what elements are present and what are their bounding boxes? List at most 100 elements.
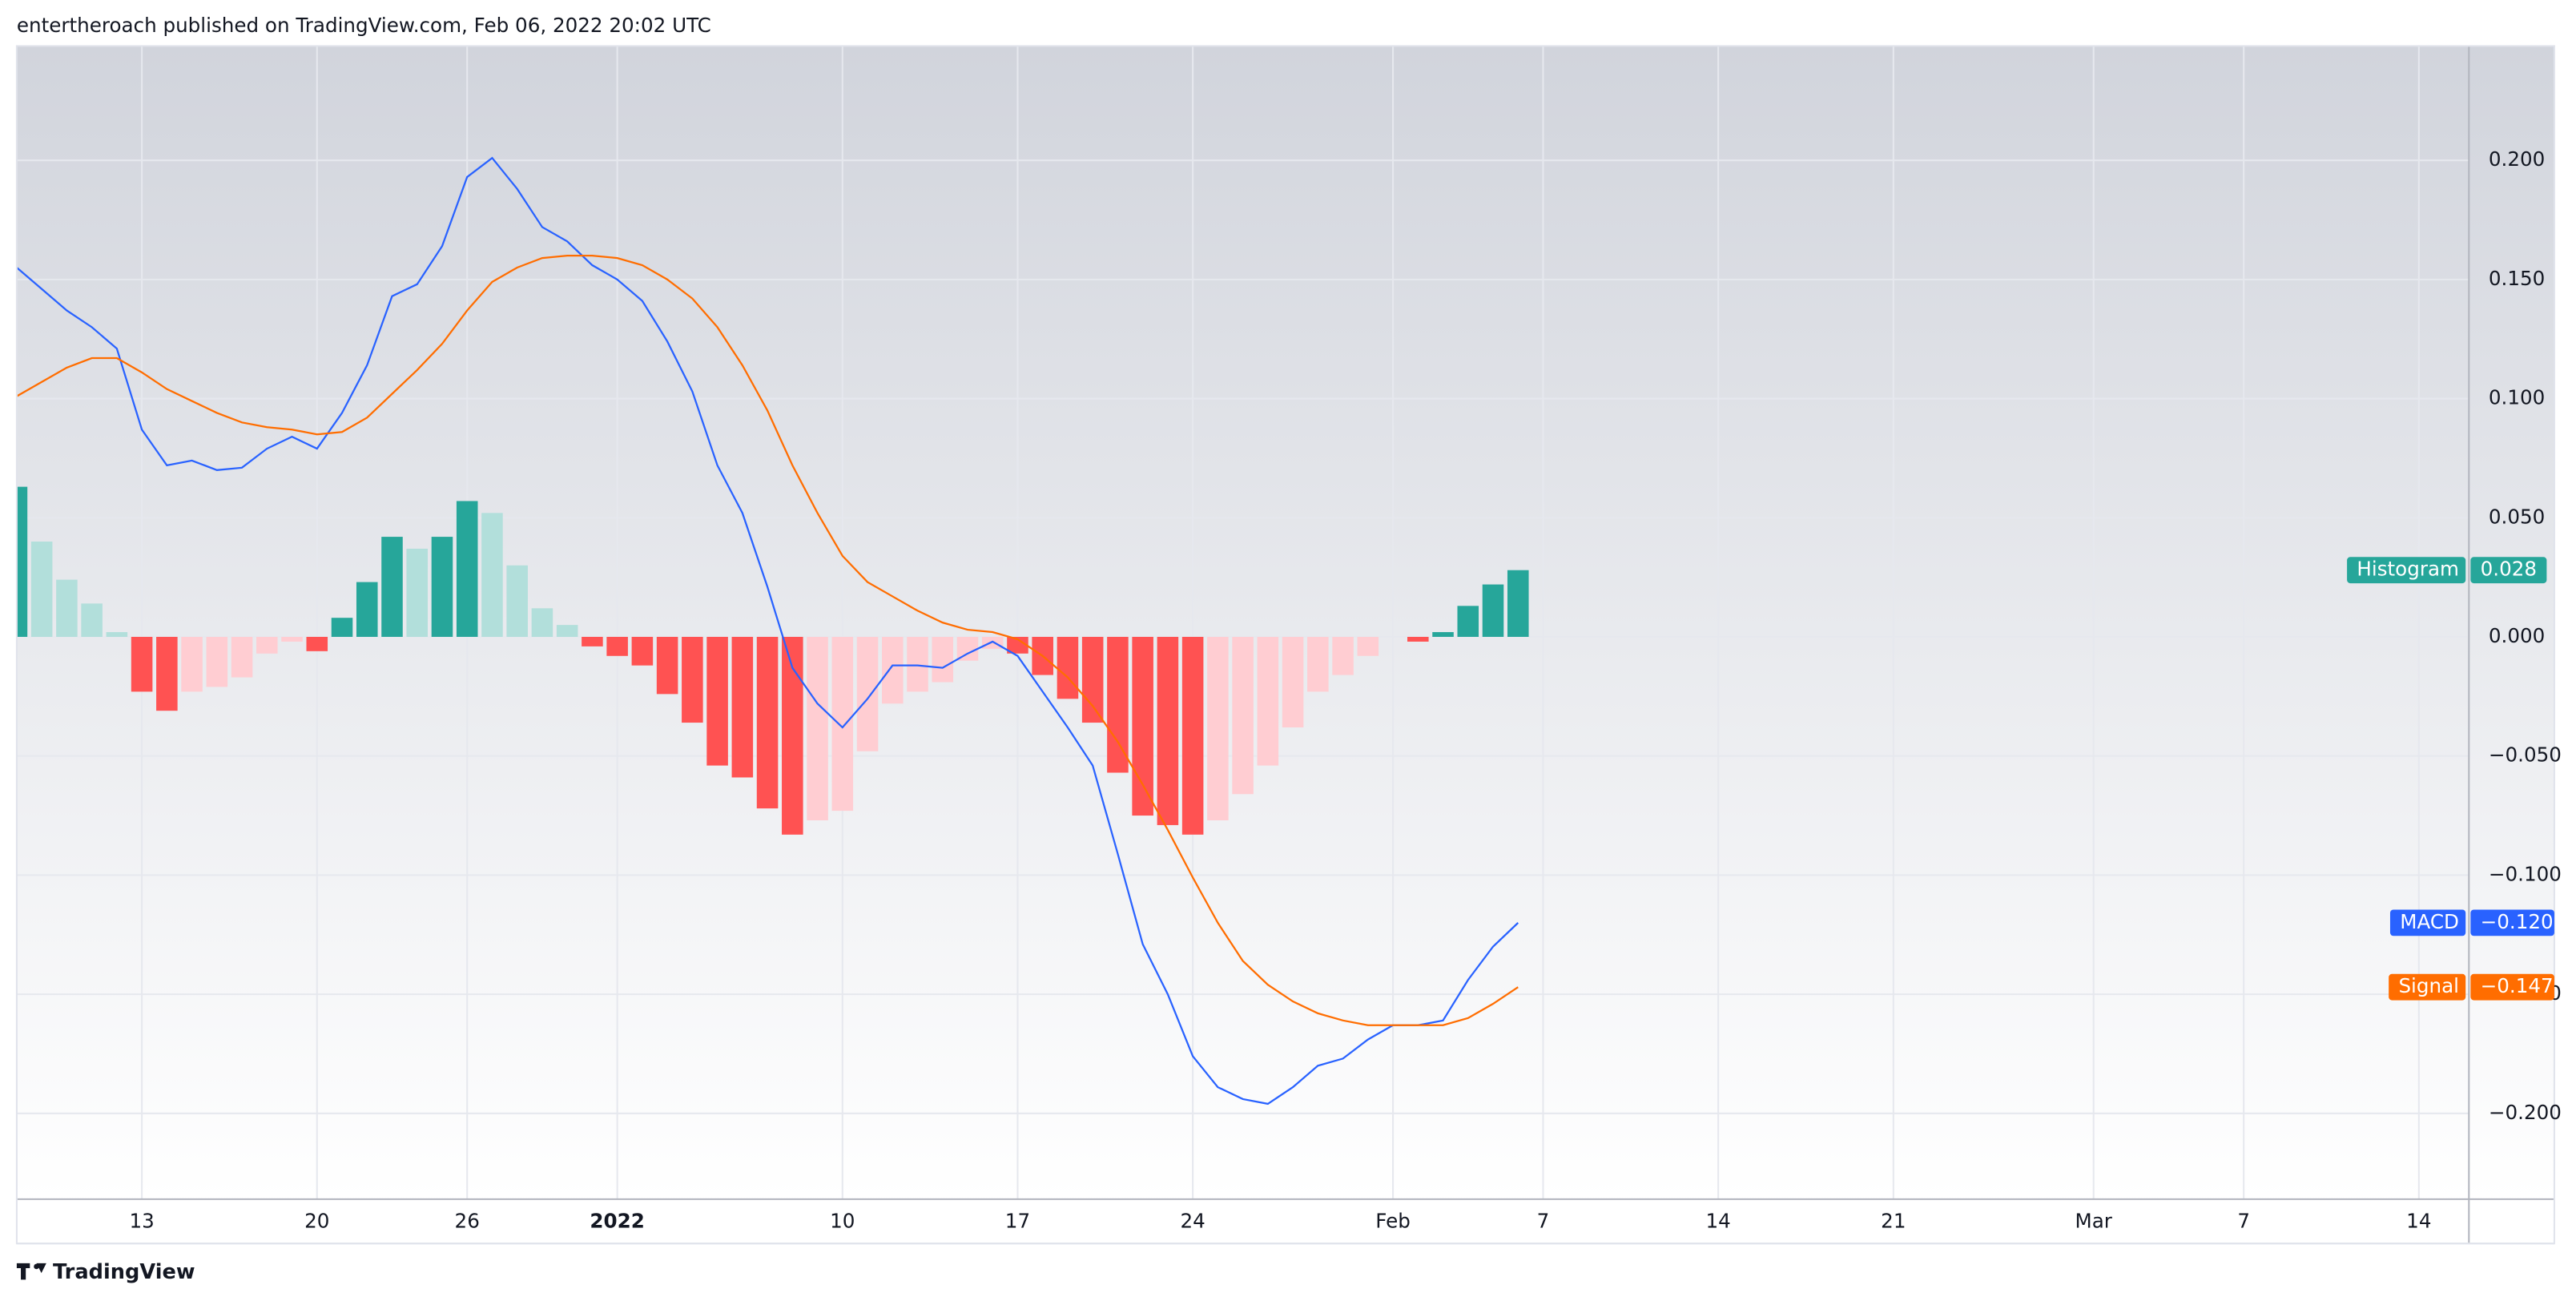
series-name: Histogram <box>2357 558 2459 581</box>
x-tick-label: 10 <box>830 1210 855 1233</box>
x-tick-label: 20 <box>304 1210 329 1233</box>
x-tick-label: 7 <box>2237 1210 2250 1233</box>
x-tick-label: 26 <box>455 1210 480 1233</box>
histogram-bar <box>506 565 528 637</box>
marks <box>16 156 1529 1106</box>
histogram-bar <box>531 608 553 637</box>
histogram-bar <box>1257 636 1279 766</box>
header: entertheroach published on TradingView.c… <box>17 14 711 37</box>
last-value-label: −0.147 <box>2481 974 2554 997</box>
histogram-bar <box>256 636 278 654</box>
histogram-bar <box>606 636 628 656</box>
brand-logo <box>16 1263 46 1280</box>
histogram-bar <box>1282 636 1304 728</box>
series-name-box <box>2389 973 2466 1001</box>
brand: TradingView <box>53 1260 195 1284</box>
histogram-bar <box>1407 636 1429 642</box>
histogram-bar <box>1457 606 1479 637</box>
histogram-bar <box>981 636 1004 649</box>
x-tick-label: Mar <box>2075 1210 2113 1233</box>
series-name: MACD <box>2400 910 2459 933</box>
histogram-bar <box>831 636 854 812</box>
histogram-bar <box>682 636 703 723</box>
y-tick-label: 0.200 <box>2489 147 2545 171</box>
histogram-bar <box>932 636 954 683</box>
series-name-box <box>2389 909 2466 936</box>
last-value-tag: MACD −0.120 <box>2389 909 2554 936</box>
last-value-label: −0.120 <box>2481 910 2554 933</box>
x-tick-label: 7 <box>1537 1210 1550 1233</box>
last-value-box <box>2470 973 2554 1001</box>
histogram-bar <box>156 636 178 711</box>
histogram-bar <box>706 636 728 766</box>
histogram-bar <box>1232 636 1254 795</box>
histogram-bar <box>431 537 453 637</box>
histogram-bar <box>1081 636 1104 723</box>
histogram-bar <box>731 636 754 778</box>
histogram-bar <box>306 636 328 651</box>
histogram-bar <box>231 636 253 678</box>
histogram-bar <box>56 579 78 637</box>
histogram-bar <box>782 636 803 835</box>
histogram-bar <box>106 632 128 637</box>
x-tick-label: 13 <box>129 1210 154 1233</box>
histogram-bar <box>1007 636 1028 654</box>
histogram-bar <box>381 537 403 637</box>
histogram-bar <box>1107 636 1129 773</box>
histogram-bar <box>807 636 828 820</box>
x-tick-label: 24 <box>1180 1210 1205 1233</box>
histogram-bar <box>1057 636 1079 699</box>
histogram-bar <box>81 603 103 637</box>
histogram-bar <box>1357 636 1379 656</box>
histogram-bar <box>656 636 678 695</box>
histogram-bar <box>181 636 203 692</box>
histogram-bar <box>1207 636 1229 820</box>
histogram-bar <box>481 513 503 637</box>
histogram-bar <box>1332 636 1354 675</box>
series-name-box <box>2347 557 2466 584</box>
y-tick-label: 0.100 <box>2489 386 2545 409</box>
histogram-bar <box>582 636 603 646</box>
histogram-bar <box>1157 636 1179 825</box>
x-tick-label: 14 <box>2406 1210 2431 1233</box>
histogram-bar <box>356 582 378 637</box>
x-tick-label: 21 <box>1881 1210 1906 1233</box>
y-tick-label: 0.150 <box>2489 267 2545 290</box>
y-tick-label: −0.100 <box>2489 862 2562 885</box>
histogram-bar <box>206 636 228 687</box>
axes: 0.200 0.150 0.100 0.050 0.000 −0.050 −0.100 −0.… <box>129 147 2561 1232</box>
histogram-bar <box>907 636 928 692</box>
last-value-tag: Histogram 0.028 <box>2347 557 2547 584</box>
histogram-bar <box>281 636 303 642</box>
histogram-bar <box>131 636 153 692</box>
last-value-tag: Signal −0.147 <box>2389 973 2554 1001</box>
histogram-bar <box>331 618 353 637</box>
histogram-bar <box>631 636 654 666</box>
frame <box>15 45 2555 1245</box>
histogram-bar <box>30 542 53 637</box>
histogram-bar <box>1482 584 1504 637</box>
last-value-label: 0.028 <box>2481 558 2537 581</box>
x-tick-label: 17 <box>1005 1210 1030 1233</box>
histogram-bar <box>856 636 879 751</box>
histogram-bar <box>881 636 904 704</box>
histogram-bar <box>1181 636 1204 835</box>
y-tick-label: 0.050 <box>2489 505 2545 528</box>
y-tick-label: −0.050 <box>2489 743 2562 767</box>
x-tick-label: 14 <box>1706 1210 1731 1233</box>
histogram-bar <box>16 486 28 637</box>
histogram-bar <box>756 636 779 809</box>
histogram-bar <box>1432 632 1454 637</box>
series-name: Signal <box>2398 974 2459 997</box>
line-macd <box>16 156 1519 1106</box>
x-tick-label: 2022 <box>590 1210 644 1233</box>
histogram-bar <box>456 501 478 637</box>
histogram-bar <box>1132 636 1153 816</box>
line-signal <box>16 255 1519 1026</box>
histogram-bar <box>1307 636 1329 692</box>
last-value-box <box>2470 909 2554 936</box>
histogram-bar <box>406 548 429 637</box>
histogram-bar <box>1507 570 1529 637</box>
last-value-box <box>2470 557 2547 584</box>
